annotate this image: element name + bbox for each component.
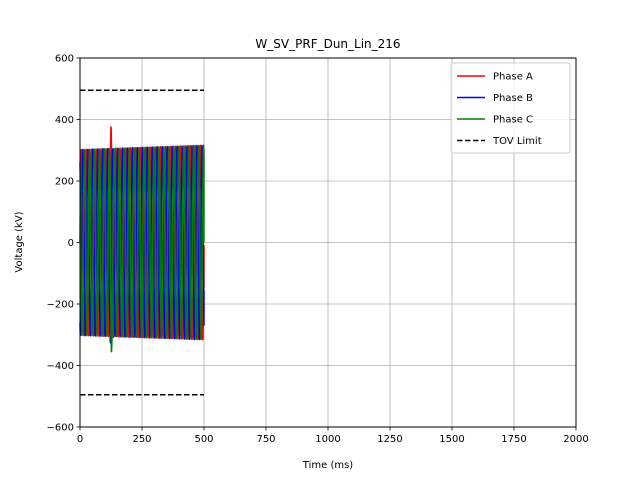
x-tick-label: 750 bbox=[256, 434, 275, 445]
chart-title: W_SV_PRF_Dun_Lin_216 bbox=[255, 37, 400, 51]
series-layer bbox=[79, 89, 205, 396]
ticks: 0 250 500 750 1000 1250 1500 1750 2000−600−400−2… bbox=[47, 54, 589, 446]
y-tick-label: −200 bbox=[47, 300, 74, 311]
x-tick-label: 1250 bbox=[377, 434, 402, 445]
x-tick-label: 1500 bbox=[439, 434, 464, 445]
x-tick-label: 1000 bbox=[315, 434, 340, 445]
legend: Phase A Phase B Phase C TOV Limit bbox=[450, 62, 571, 154]
legend-label: TOV Limit bbox=[492, 136, 542, 147]
y-tick-label: 0 bbox=[68, 238, 74, 249]
series-line-phase-b bbox=[79, 144, 205, 344]
x-tick-label: 1750 bbox=[501, 434, 526, 445]
legend-label: Phase C bbox=[493, 115, 533, 126]
legend-label: Phase B bbox=[493, 93, 533, 104]
x-tick-label: 0 bbox=[77, 434, 83, 445]
legend-box bbox=[450, 62, 571, 154]
x-tick-label: 2000 bbox=[563, 434, 588, 445]
x-tick-label: 250 bbox=[132, 434, 151, 445]
y-tick-label: 200 bbox=[55, 177, 74, 188]
y-tick-label: 600 bbox=[55, 54, 74, 65]
y-tick-label: 400 bbox=[55, 115, 74, 126]
y-axis-title: Voltage (kV) bbox=[14, 211, 25, 272]
y-tick-label: −600 bbox=[47, 423, 74, 434]
legend-label: Phase A bbox=[493, 72, 533, 83]
series-line-phase-a bbox=[79, 126, 205, 341]
series-line-phase-c bbox=[79, 144, 205, 353]
y-tick-label: −400 bbox=[47, 361, 74, 372]
x-tick-label: 500 bbox=[194, 434, 213, 445]
x-axis-title: Time (ms) bbox=[302, 460, 354, 471]
